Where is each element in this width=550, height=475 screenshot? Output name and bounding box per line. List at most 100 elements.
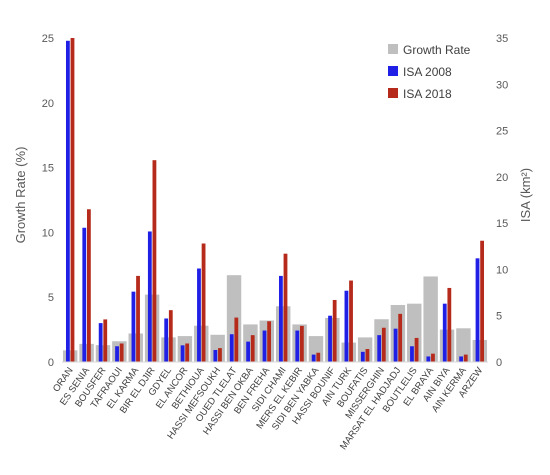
bar-isa-2018 bbox=[283, 253, 288, 362]
bar-isa-2018 bbox=[70, 38, 75, 362]
y2-tick-label: 10 bbox=[496, 264, 508, 276]
bar-isa-2008 bbox=[377, 335, 382, 362]
bar-isa-2008 bbox=[115, 346, 119, 362]
bar-growth-rate bbox=[292, 324, 307, 362]
bar-isa-2018 bbox=[185, 343, 190, 362]
y-tick-label: 20 bbox=[42, 98, 54, 110]
legend-swatch bbox=[388, 44, 398, 54]
bar-growth-rate bbox=[390, 304, 406, 362]
bar-growth-rate bbox=[407, 303, 422, 362]
bar-isa-2008 bbox=[98, 323, 103, 362]
bar-isa-2008 bbox=[393, 328, 398, 362]
legend-swatch bbox=[388, 88, 398, 98]
right-axis: 0 5 10 15 20 25 30 35 bbox=[496, 33, 508, 369]
bar-isa-2018 bbox=[398, 313, 403, 362]
bar-growth-rate bbox=[275, 306, 291, 362]
bar-isa-2008 bbox=[213, 349, 218, 362]
bar-isa-2008 bbox=[328, 315, 332, 362]
bar-isa-2008 bbox=[311, 354, 316, 362]
bar-isa-2008 bbox=[410, 346, 414, 362]
y-tick-label: 5 bbox=[48, 292, 54, 304]
bar-isa-2018 bbox=[365, 349, 370, 362]
bar-isa-2018 bbox=[168, 310, 173, 362]
legend: Growth Rate ISA 2008 ISA 2018 bbox=[388, 43, 471, 101]
bar-growth-rate bbox=[423, 276, 438, 362]
legend-swatch bbox=[388, 66, 398, 76]
bar-isa-2018 bbox=[86, 209, 91, 362]
bars bbox=[62, 38, 488, 362]
bar-growth-rate bbox=[374, 319, 389, 362]
bar-growth-rate bbox=[472, 339, 488, 362]
y-axis-title: Growth Rate (%) bbox=[13, 147, 28, 244]
bar-isa-2018 bbox=[332, 299, 337, 362]
bar-growth-rate bbox=[357, 337, 373, 362]
bar-growth-rate bbox=[210, 334, 225, 362]
bar-isa-2008 bbox=[442, 303, 447, 362]
bar-isa-2018 bbox=[431, 353, 435, 362]
y-tick-label: 15 bbox=[42, 163, 54, 175]
bar-growth-rate bbox=[308, 336, 324, 362]
bar-isa-2008 bbox=[360, 351, 365, 362]
y2-tick-label: 25 bbox=[496, 126, 508, 138]
bar-growth-rate bbox=[243, 324, 258, 362]
y2-tick-label: 35 bbox=[496, 33, 508, 45]
legend-label: Growth Rate bbox=[403, 43, 471, 57]
y2-axis-title: ISA (km²) bbox=[518, 168, 533, 222]
bar-isa-2018 bbox=[201, 243, 206, 362]
bar-isa-2008 bbox=[278, 275, 283, 362]
bar-isa-2008 bbox=[147, 231, 152, 362]
y2-tick-label: 15 bbox=[496, 218, 508, 230]
bar-growth-rate bbox=[144, 294, 160, 362]
bar-isa-2018 bbox=[103, 319, 108, 362]
bar-isa-2018 bbox=[152, 160, 157, 362]
bar-isa-2018 bbox=[299, 325, 304, 362]
bar-isa-2018 bbox=[463, 354, 468, 362]
bar-isa-2018 bbox=[414, 337, 419, 362]
bar-isa-2018 bbox=[119, 343, 124, 362]
left-axis: 0 5 10 15 20 25 bbox=[42, 33, 54, 369]
bar-growth-rate bbox=[226, 275, 242, 362]
bar-growth-rate bbox=[439, 329, 455, 362]
bar-isa-2018 bbox=[381, 327, 386, 362]
bar-isa-2008 bbox=[197, 268, 201, 362]
bar-isa-2008 bbox=[65, 40, 70, 362]
y2-tick-label: 30 bbox=[496, 79, 508, 91]
bar-isa-2008 bbox=[246, 341, 251, 362]
legend-label: ISA 2008 bbox=[403, 65, 452, 79]
bar-isa-2018 bbox=[250, 335, 255, 362]
bar-isa-2008 bbox=[475, 258, 480, 362]
bar-isa-2018 bbox=[316, 352, 321, 362]
bar-isa-2018 bbox=[267, 321, 272, 362]
y2-tick-label: 0 bbox=[496, 357, 502, 369]
bar-growth-rate bbox=[79, 343, 94, 362]
bar-growth-rate bbox=[128, 333, 143, 362]
bar-growth-rate bbox=[161, 337, 176, 362]
bar-growth-rate bbox=[456, 328, 471, 362]
bar-isa-2008 bbox=[295, 330, 300, 362]
bar-isa-2008 bbox=[131, 291, 136, 362]
bar-isa-2008 bbox=[426, 356, 431, 362]
bar-growth-rate bbox=[325, 317, 340, 362]
bar-isa-2008 bbox=[344, 290, 349, 362]
bar-isa-2018 bbox=[480, 240, 485, 362]
bar-growth-rate bbox=[259, 320, 275, 362]
bar-growth-rate bbox=[177, 336, 193, 362]
legend-label: ISA 2018 bbox=[403, 87, 452, 101]
y2-tick-label: 20 bbox=[496, 172, 508, 184]
bar-isa-2018 bbox=[218, 348, 222, 362]
bar-isa-2018 bbox=[136, 275, 140, 362]
bar-isa-2018 bbox=[349, 280, 353, 362]
y-tick-label: 0 bbox=[48, 357, 54, 369]
bar-growth-rate bbox=[95, 345, 111, 362]
bar-isa-2008 bbox=[82, 227, 87, 362]
bar-growth-rate bbox=[112, 341, 127, 362]
y-tick-label: 25 bbox=[42, 33, 54, 45]
y-tick-label: 10 bbox=[42, 227, 54, 239]
bar-isa-2008 bbox=[180, 345, 185, 362]
bar-growth-rate bbox=[62, 350, 78, 362]
bar-isa-2008 bbox=[229, 334, 234, 362]
bar-growth-rate bbox=[341, 342, 356, 362]
bar-isa-2018 bbox=[447, 287, 452, 362]
